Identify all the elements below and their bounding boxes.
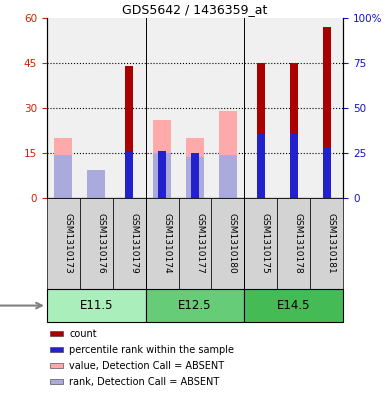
Bar [257,133,265,198]
Text: percentile rank within the sample: percentile rank within the sample [69,345,234,355]
Text: GSM1310177: GSM1310177 [195,213,204,274]
Text: GSM1310174: GSM1310174 [162,213,171,274]
Bar [54,155,72,198]
Text: count: count [69,329,97,339]
Bar [290,133,298,198]
Text: value, Detection Call = ABSENT: value, Detection Call = ABSENT [69,361,224,371]
Bar [277,198,310,289]
Bar [245,198,277,289]
Bar [50,379,63,384]
Title: GDS5642 / 1436359_at: GDS5642 / 1436359_at [122,4,268,17]
Text: GSM1310178: GSM1310178 [294,213,303,274]
Bar [191,153,199,198]
Bar [323,27,331,198]
Bar [50,364,63,368]
Bar [219,155,237,198]
Bar [179,198,211,289]
Bar [186,157,204,198]
Bar [87,169,105,198]
Text: GSM1310176: GSM1310176 [96,213,105,274]
Bar [125,66,133,198]
Bar [323,148,331,198]
Text: GSM1310175: GSM1310175 [261,213,270,274]
Bar [50,347,63,352]
Bar [145,198,179,289]
Bar [158,151,166,198]
Text: rank, Detection Call = ABSENT: rank, Detection Call = ABSENT [69,377,220,387]
Bar [113,198,145,289]
Bar [153,120,171,198]
Bar [80,198,113,289]
Bar [47,289,145,322]
Text: GSM1310173: GSM1310173 [63,213,72,274]
Bar [290,63,298,198]
Bar [50,331,63,336]
Bar [145,289,245,322]
Text: E14.5: E14.5 [277,299,310,312]
Bar [47,198,80,289]
Bar [310,198,343,289]
Text: GSM1310180: GSM1310180 [228,213,237,274]
Text: E11.5: E11.5 [80,299,113,312]
Bar [245,289,343,322]
Text: GSM1310181: GSM1310181 [327,213,336,274]
Bar [153,153,171,198]
Bar [54,138,72,198]
Bar [211,198,245,289]
Bar [125,151,133,198]
Text: E12.5: E12.5 [178,299,212,312]
Text: GSM1310179: GSM1310179 [129,213,138,274]
Bar [186,138,204,198]
Bar [87,184,105,198]
Bar [219,111,237,198]
Bar [257,63,265,198]
